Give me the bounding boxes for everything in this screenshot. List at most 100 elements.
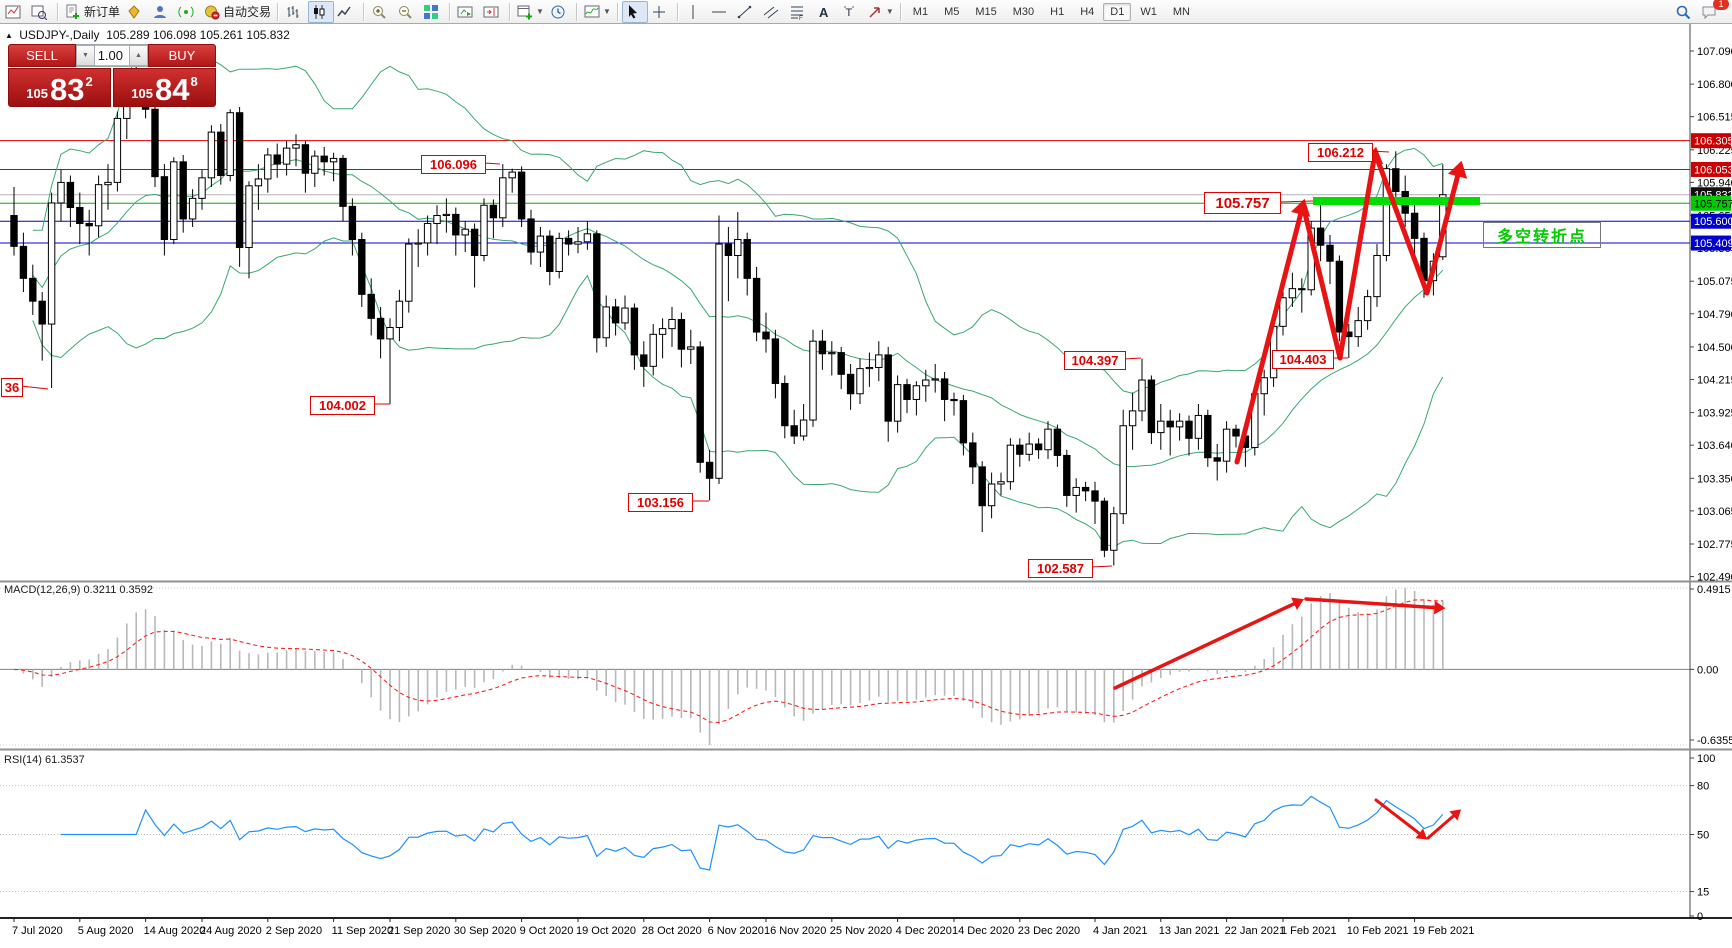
svg-text:14 Aug 2020: 14 Aug 2020: [144, 925, 206, 937]
auto-scroll-button[interactable]: [454, 1, 480, 23]
zoom-out-button[interactable]: [394, 1, 420, 23]
svg-text:103.350: 103.350: [1697, 473, 1732, 485]
clock-icon: [551, 5, 565, 18]
search-button[interactable]: [1672, 1, 1698, 23]
price-annotation-102.587[interactable]: 102.587: [1028, 559, 1093, 578]
fibo-button[interactable]: F: [786, 1, 812, 23]
rsi-trend-arrows[interactable]: [1374, 798, 1462, 840]
signals-button[interactable]: [175, 1, 201, 23]
price-badge-106.053: [1691, 161, 1731, 177]
tile-windows-button[interactable]: [420, 1, 446, 23]
toolbar-separator: [449, 2, 452, 21]
channel-button[interactable]: [760, 1, 786, 23]
timeframe-button-d1[interactable]: D1: [1103, 2, 1132, 21]
line-chart-type-button[interactable]: [334, 1, 360, 23]
svg-text:106.305: 106.305: [1694, 136, 1732, 148]
text-button[interactable]: A: [812, 1, 838, 23]
svg-text:1 Feb 2021: 1 Feb 2021: [1281, 925, 1337, 937]
svg-text:14 Dec 2020: 14 Dec 2020: [952, 925, 1014, 937]
zoom-in-button[interactable]: [368, 1, 394, 23]
volume-increase-button[interactable]: ▲: [129, 45, 148, 66]
svg-text:T: T: [845, 7, 852, 19]
svg-text:6 Nov 2020: 6 Nov 2020: [708, 925, 764, 937]
price-annotation-104.403[interactable]: 104.403: [1272, 350, 1334, 369]
toolbar-separator: [57, 2, 59, 21]
price-badge-105.600: [1691, 213, 1731, 229]
price-annotation-106.096[interactable]: 106.096: [421, 155, 486, 174]
price-annotation-104.397[interactable]: 104.397: [1064, 351, 1126, 370]
add-chart-button[interactable]: ▼: [514, 1, 547, 23]
new-order-button[interactable]: 新订单: [62, 1, 123, 23]
timeframe-button-m15[interactable]: M15: [975, 5, 997, 18]
svg-text:28 Oct 2020: 28 Oct 2020: [642, 925, 702, 937]
collapse-triangle-icon[interactable]: ▲: [5, 31, 13, 40]
vline-button[interactable]: [682, 1, 708, 23]
autotrade-button[interactable]: 自动交易: [201, 1, 274, 23]
annotation-connector: [1123, 357, 1142, 360]
timeframe-button-h1[interactable]: H1: [1050, 5, 1065, 18]
support-zone-bar[interactable]: [1313, 197, 1480, 205]
annotation-connector: [483, 162, 501, 165]
price-badge-105.409: [1691, 235, 1731, 251]
labelT-icon: T: [843, 6, 854, 19]
crosshair-button[interactable]: [648, 1, 674, 23]
indicators-button[interactable]: ▼: [581, 1, 614, 23]
timeframe-button-m5[interactable]: M5: [944, 5, 960, 18]
ask-price-button[interactable]: 105 84 8: [113, 68, 216, 107]
price-annotation-105.757[interactable]: 105.757: [1204, 192, 1281, 214]
buy-button[interactable]: BUY: [148, 44, 216, 67]
trendline-icon: [737, 5, 752, 18]
svg-text:25 Nov 2020: 25 Nov 2020: [830, 925, 892, 937]
low-value: 105.261: [199, 28, 244, 42]
volume-input[interactable]: 1.00: [95, 45, 129, 66]
macd-trend-arrows[interactable]: [1113, 597, 1446, 690]
timeframe-button-h4[interactable]: H4: [1080, 5, 1095, 18]
price-annotation-103.156[interactable]: 103.156: [628, 493, 693, 512]
metaeditor-button[interactable]: [123, 1, 149, 23]
toolbar-separator: [363, 2, 366, 21]
macd-histogram: [22, 588, 1444, 745]
vline-icon: [692, 4, 694, 19]
cursor-button[interactable]: [621, 0, 648, 23]
trendline-button[interactable]: [734, 1, 760, 23]
price-badge-105.757: [1691, 195, 1731, 211]
svg-text:5 Aug 2020: 5 Aug 2020: [78, 925, 134, 937]
svg-text:50: 50: [1697, 830, 1709, 842]
timeframe-button-mn[interactable]: MN: [1172, 5, 1190, 18]
bar-chart-type-button[interactable]: [282, 1, 308, 23]
chart-window-icon: [5, 5, 21, 18]
sell-button[interactable]: SELL: [8, 44, 76, 67]
price-annotation-106.212[interactable]: 106.212: [1308, 143, 1373, 162]
objects-button[interactable]: ▼: [864, 1, 897, 23]
price-annotation-36[interactable]: 36: [1, 378, 23, 397]
hline-button[interactable]: [708, 1, 734, 23]
doc-plus-icon: [66, 4, 79, 19]
candle-chart-type-button[interactable]: [308, 0, 335, 23]
timeframe-button-m30[interactable]: M30: [1012, 5, 1035, 18]
indicator-frame-icon: [584, 5, 600, 17]
trend-zigzag-arrows[interactable]: [1234, 146, 1468, 465]
svg-text:105.409: 105.409: [1694, 238, 1732, 250]
community-button[interactable]: [149, 1, 175, 23]
profiles-button[interactable]: [28, 1, 54, 23]
svg-text:2 Sep 2020: 2 Sep 2020: [266, 925, 322, 937]
turning-point-note[interactable]: 多空转折点: [1483, 222, 1601, 248]
timeframe-button-m1[interactable]: M1: [912, 5, 929, 18]
clock-button[interactable]: [547, 1, 573, 23]
toolbar-separator: [899, 2, 902, 21]
new-chart-button[interactable]: [2, 1, 28, 23]
chart-shift-button[interactable]: [480, 1, 506, 23]
svg-text:-0.6355: -0.6355: [1697, 735, 1732, 747]
volume-decrease-button[interactable]: ▼: [76, 45, 95, 66]
label-button[interactable]: T: [838, 1, 864, 23]
dropdown-caret-icon: ▼: [536, 6, 544, 16]
price-annotation-104.002[interactable]: 104.002: [310, 396, 375, 415]
bid-price-button[interactable]: 105 83 2: [8, 68, 111, 107]
green-signal-icon: [178, 6, 194, 17]
svg-text:30 Sep 2020: 30 Sep 2020: [454, 925, 516, 937]
svg-text:0: 0: [1697, 911, 1703, 923]
toolbar-separator: [509, 2, 512, 21]
svg-text:105.757: 105.757: [1694, 198, 1732, 210]
timeframe-button-w1[interactable]: W1: [1140, 5, 1157, 18]
